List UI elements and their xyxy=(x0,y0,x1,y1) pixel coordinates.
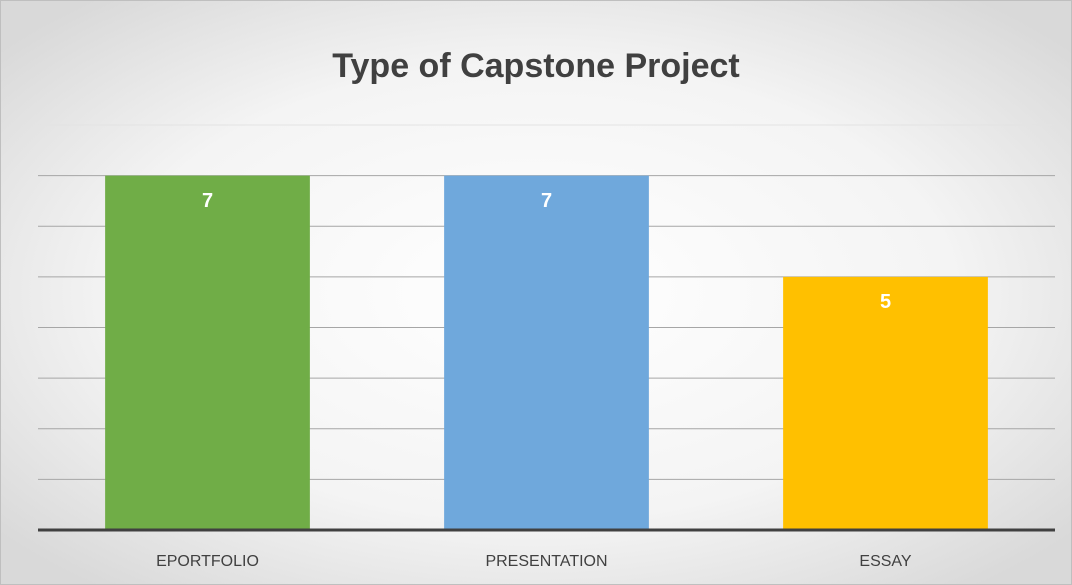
x-tick-label: EPORTFOLIO xyxy=(156,553,259,570)
bar xyxy=(783,276,988,530)
chart-title: Type of Capstone Project xyxy=(332,47,739,85)
bar xyxy=(105,175,310,530)
data-label: 5 xyxy=(880,291,891,313)
x-tick-label: PRESENTATION xyxy=(485,553,607,570)
data-label: 7 xyxy=(202,190,213,212)
data-label: 7 xyxy=(541,190,552,212)
x-tick-label: ESSAY xyxy=(859,553,912,570)
bar xyxy=(444,175,649,530)
